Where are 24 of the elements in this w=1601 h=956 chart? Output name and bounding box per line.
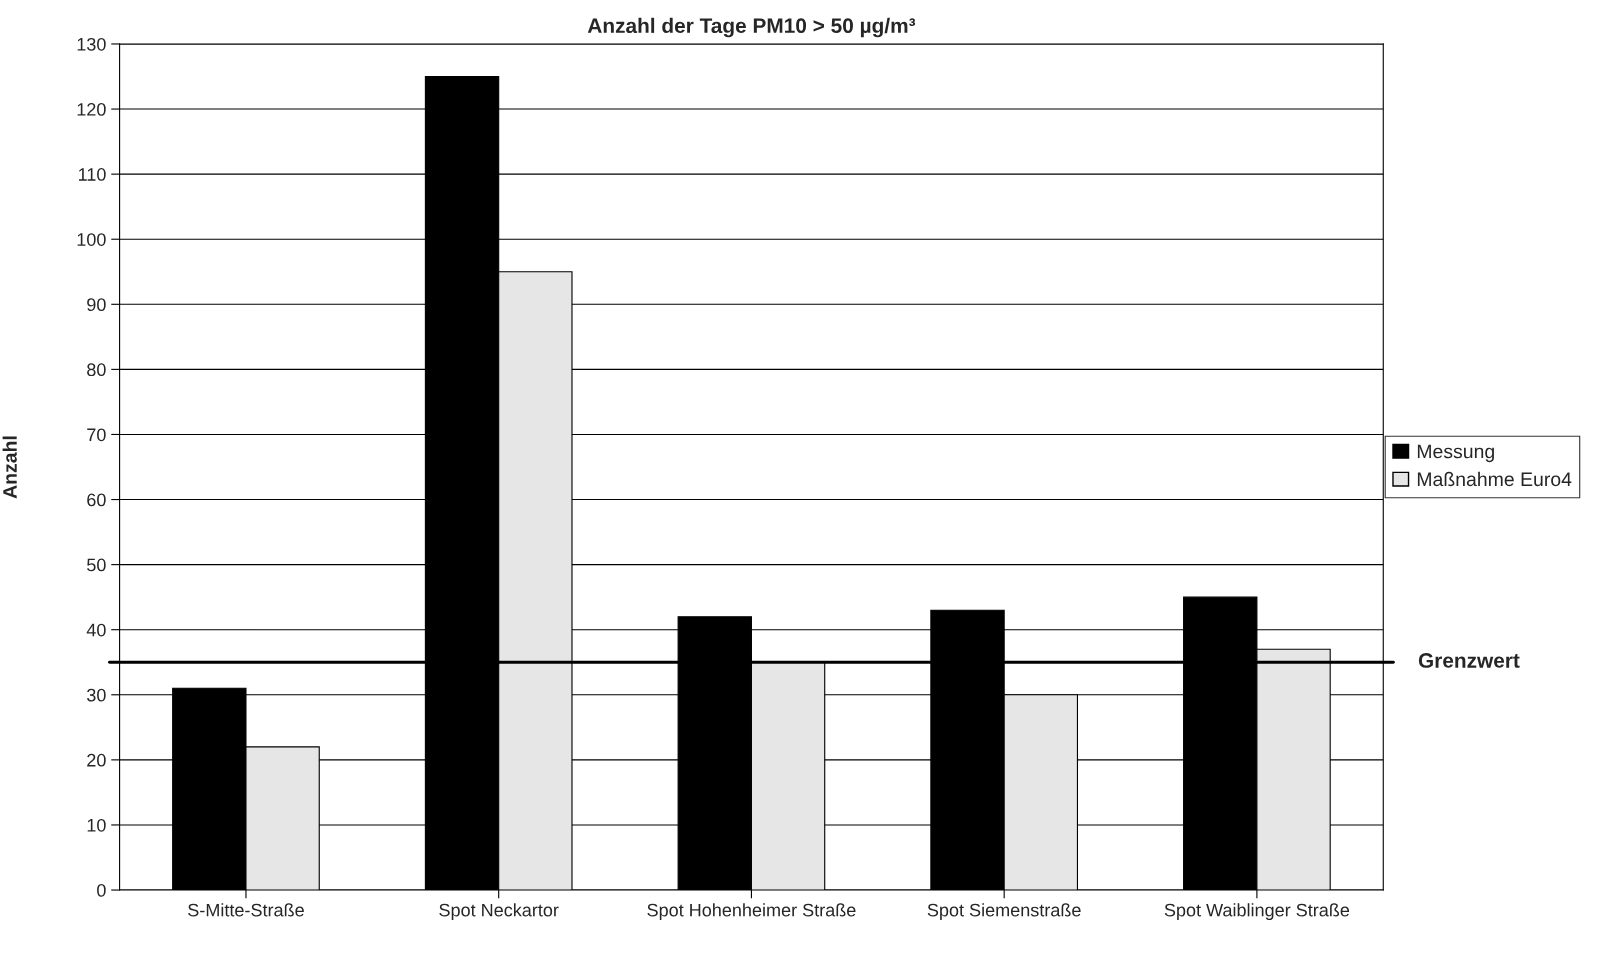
y-tick-label: 60: [87, 493, 106, 507]
y-tick-label: 80: [87, 363, 106, 377]
y-tick-label: 130: [77, 37, 106, 51]
chart-title: Anzahl der Tage PM10 > 50 µg/m³: [587, 17, 916, 38]
y-tick-label: 0: [97, 883, 106, 897]
y-tick-label: 70: [87, 428, 106, 442]
x-tick-label: S-Mitte-Straße: [188, 903, 304, 917]
y-tick-label: 30: [87, 688, 106, 702]
x-tick-label: Spot Waiblinger Straße: [1164, 903, 1350, 921]
x-tick-label: Spot Neckartor: [439, 903, 559, 921]
y-tick-label: 90: [87, 298, 106, 312]
legend-label: Maßnahme Euro4: [1417, 471, 1572, 487]
y-tick-label: 20: [87, 753, 106, 767]
legend-label: Messung: [1417, 444, 1494, 463]
ref-line-label: Grenzwert: [1418, 653, 1520, 668]
x-tick-label: Spot Siemenstraße: [927, 903, 1081, 921]
y-tick-label: 100: [77, 233, 106, 246]
x-tick-label: Spot Hohenheimer Straße: [647, 903, 856, 921]
y-axis-title: Anzahl: [2, 436, 17, 499]
y-tick-label: 40: [86, 623, 106, 637]
y-tick-label: 50: [87, 558, 106, 572]
y-tick-label: 110: [78, 168, 106, 181]
y-tick-label: 10: [87, 818, 106, 832]
y-tick-label: 120: [77, 102, 106, 116]
